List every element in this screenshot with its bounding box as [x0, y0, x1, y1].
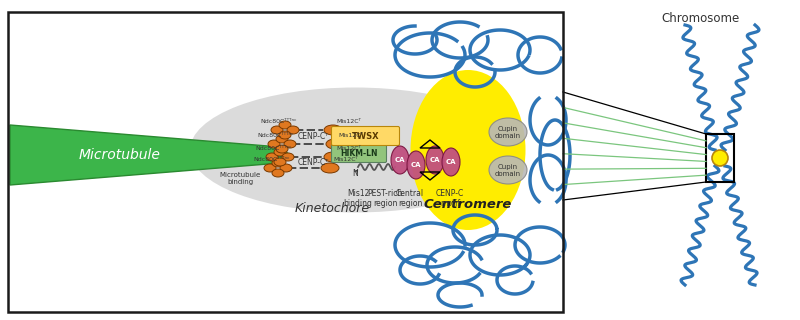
Ellipse shape: [271, 126, 283, 134]
Text: CA: CA: [394, 157, 406, 163]
Text: Microtubule: Microtubule: [79, 148, 161, 162]
Text: Ndc80Cᵀᵀᵀⁿᶜ: Ndc80Cᵀᵀᵀⁿᶜ: [255, 146, 291, 151]
Text: Mis12Cᵀ: Mis12Cᵀ: [336, 119, 361, 124]
Ellipse shape: [287, 126, 299, 134]
Text: CA: CA: [410, 162, 422, 168]
Circle shape: [712, 150, 728, 166]
Text: TWSX: TWSX: [352, 132, 379, 140]
Text: CENP-Cᵀ: CENP-Cᵀ: [298, 157, 329, 166]
Text: Chromosome: Chromosome: [661, 12, 739, 25]
Ellipse shape: [489, 156, 527, 184]
Ellipse shape: [426, 146, 444, 174]
Text: CENP-C
motif: CENP-C motif: [436, 188, 464, 208]
Ellipse shape: [272, 159, 284, 167]
FancyBboxPatch shape: [331, 143, 386, 163]
Ellipse shape: [326, 139, 344, 149]
Ellipse shape: [282, 153, 294, 161]
Text: Centromere: Centromere: [424, 197, 512, 211]
Ellipse shape: [272, 169, 284, 177]
Text: Ndc80Cᵀᵀᵀⁿᶜ: Ndc80Cᵀᵀᵀⁿᶜ: [257, 133, 294, 138]
Text: Ndc80Cᵀᵀᵀⁿᶜ: Ndc80Cᵀᵀᵀⁿᶜ: [260, 119, 297, 124]
Text: Mis12
binding: Mis12 binding: [343, 188, 373, 208]
Ellipse shape: [264, 164, 276, 172]
Text: Central
region: Central region: [396, 188, 424, 208]
Text: CA: CA: [446, 159, 456, 165]
Text: CA: CA: [430, 157, 440, 163]
Text: Mis12Cᵀ: Mis12Cᵀ: [333, 157, 358, 162]
Text: HIKM-LN: HIKM-LN: [340, 148, 378, 157]
Text: Mis12Cᵀ: Mis12Cᵀ: [338, 133, 363, 138]
Text: Kinetochore: Kinetochore: [295, 202, 370, 215]
Ellipse shape: [391, 146, 409, 174]
Text: Microtubule
binding: Microtubule binding: [219, 172, 261, 185]
Bar: [706, 134, 734, 182]
Ellipse shape: [274, 148, 286, 156]
Ellipse shape: [276, 145, 288, 153]
Ellipse shape: [276, 135, 288, 143]
Ellipse shape: [190, 87, 520, 212]
Ellipse shape: [279, 121, 291, 129]
Ellipse shape: [266, 153, 278, 161]
Ellipse shape: [321, 163, 339, 173]
Ellipse shape: [407, 151, 425, 179]
FancyBboxPatch shape: [331, 126, 399, 146]
Ellipse shape: [268, 140, 280, 148]
Ellipse shape: [274, 158, 286, 166]
Ellipse shape: [279, 131, 291, 139]
Ellipse shape: [489, 118, 527, 146]
Ellipse shape: [284, 140, 296, 148]
Text: Cupin
domain: Cupin domain: [495, 125, 521, 139]
Ellipse shape: [324, 152, 342, 162]
Text: Cupin
domain: Cupin domain: [495, 164, 521, 177]
Bar: [8, 12, 563, 312]
Ellipse shape: [324, 125, 342, 135]
Text: PEST-rich
region: PEST-rich region: [367, 188, 402, 208]
Text: Ndc80Cᵀᵀᵀⁿᶜ: Ndc80Cᵀᵀᵀⁿᶜ: [253, 157, 290, 162]
Ellipse shape: [442, 148, 460, 176]
Text: Mis12Cᵀ: Mis12Cᵀ: [336, 146, 361, 151]
Text: CENP-Cᵀ: CENP-Cᵀ: [298, 132, 329, 140]
Polygon shape: [10, 125, 290, 185]
Text: N: N: [352, 169, 358, 178]
Ellipse shape: [280, 164, 292, 172]
Ellipse shape: [410, 70, 526, 230]
